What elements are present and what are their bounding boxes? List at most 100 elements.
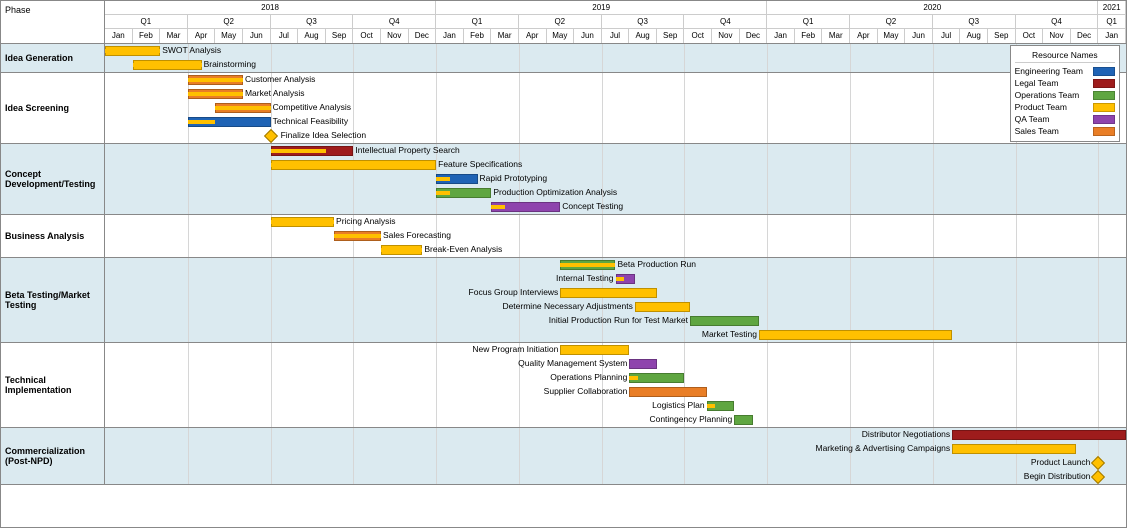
quarter-cell: Q1 [1098, 15, 1126, 28]
task-row: New Program Initiation [105, 343, 1126, 357]
legend-swatch [1093, 91, 1115, 100]
legend-item: Engineering Team [1015, 65, 1115, 77]
month-cell: Aug [629, 29, 657, 43]
month-cell: Dec [409, 29, 437, 43]
task-label: SWOT Analysis [162, 45, 221, 55]
task-row: Product Launch [105, 456, 1126, 470]
task-bar [690, 316, 759, 326]
task-row: Pricing Analysis [105, 215, 1126, 229]
task-row: Distributor Negotiations [105, 428, 1126, 442]
task-label: New Program Initiation [472, 344, 558, 354]
legend-label: Operations Team [1015, 90, 1080, 100]
legend-label: Sales Team [1015, 126, 1059, 136]
quarter-cell: Q3 [271, 15, 354, 28]
task-label: Market Analysis [245, 88, 305, 98]
task-label: Beta Production Run [618, 259, 696, 269]
task-label: Intellectual Property Search [355, 145, 459, 155]
task-row: Break-Even Analysis [105, 243, 1126, 257]
legend-label: QA Team [1015, 114, 1050, 124]
task-label: Supplier Collaboration [544, 386, 628, 396]
month-cell: Mar [160, 29, 188, 43]
month-cell: Mar [491, 29, 519, 43]
phase-label: Beta Testing/Market Testing [1, 258, 105, 342]
task-label: Operations Planning [550, 372, 627, 382]
phase-label: Idea Generation [1, 44, 105, 72]
tasks-area: Customer AnalysisMarket Analysis Competit… [105, 73, 1126, 143]
task-progress [215, 106, 270, 110]
legend-swatch [1093, 67, 1115, 76]
year-cell: 2020 [767, 1, 1098, 14]
task-label: Pricing Analysis [336, 216, 396, 226]
phase-row: Business AnalysisPricing AnalysisSales F… [1, 215, 1126, 258]
task-progress [271, 220, 334, 224]
task-row: Technical Feasibility [105, 115, 1126, 129]
month-cell: Jan [436, 29, 464, 43]
task-label: Concept Testing [562, 201, 623, 211]
legend-swatch [1093, 127, 1115, 136]
task-label: Break-Even Analysis [424, 244, 502, 254]
task-label: Contingency Planning [649, 414, 732, 424]
milestone-marker [1091, 470, 1105, 484]
task-progress [491, 205, 505, 209]
month-cell: Sep [988, 29, 1016, 43]
task-label: Brainstorming [204, 59, 256, 69]
month-cell: Feb [795, 29, 823, 43]
phase-row: Idea Generation SWOT Analysis Brainstormin… [1, 44, 1126, 73]
task-label: Production Optimization Analysis [493, 187, 617, 197]
month-cell: Jul [602, 29, 630, 43]
legend-item: Sales Team [1015, 125, 1115, 137]
phase-row: Idea ScreeningCustomer AnalysisMarket An… [1, 73, 1126, 144]
task-row: Brainstorming [105, 58, 1126, 72]
quarter-cell: Q2 [188, 15, 271, 28]
year-cell: 2018 [105, 1, 436, 14]
task-label: Initial Production Run for Test Market [549, 315, 688, 325]
task-label: Finalize Idea Selection [281, 130, 367, 140]
milestone-marker [263, 129, 277, 143]
task-bar [629, 373, 684, 383]
month-cell: Jun [243, 29, 271, 43]
task-row: Production Optimization Analysis [105, 186, 1126, 200]
quarter-cell: Q4 [353, 15, 436, 28]
task-row: Beta Production Run [105, 258, 1126, 272]
legend-item: Operations Team [1015, 89, 1115, 101]
task-progress [560, 263, 615, 267]
task-bar [952, 444, 1076, 454]
task-row: Competitive Analysis [105, 101, 1126, 115]
task-row: Supplier Collaboration [105, 385, 1126, 399]
task-row: Marketing & Advertising Campaigns [105, 442, 1126, 456]
milestone-marker [1091, 456, 1105, 470]
phase-label: Technical Implementation [1, 343, 105, 427]
phase-row: Beta Testing/Market Testing Beta Producti… [1, 258, 1126, 343]
tasks-area: New Program InitiationQuality Management… [105, 343, 1126, 427]
task-label: Focus Group Interviews [469, 287, 559, 297]
legend-label: Legal Team [1015, 78, 1059, 88]
task-progress [629, 376, 637, 380]
month-cell: Sep [657, 29, 685, 43]
task-progress [188, 78, 243, 82]
tasks-area: SWOT Analysis Brainstorming [105, 44, 1126, 72]
month-cell: May [878, 29, 906, 43]
task-row: Operations Planning [105, 371, 1126, 385]
task-progress [188, 120, 216, 124]
task-label: Market Testing [702, 329, 757, 339]
task-progress [381, 248, 422, 252]
month-cell: Oct [353, 29, 381, 43]
task-row: Finalize Idea Selection [105, 129, 1126, 143]
month-cell: Oct [1016, 29, 1044, 43]
task-bar [629, 387, 706, 397]
month-cell: Feb [464, 29, 492, 43]
month-cell: Apr [519, 29, 547, 43]
task-row: Initial Production Run for Test Market [105, 314, 1126, 328]
task-label: Technical Feasibility [273, 116, 349, 126]
month-cell: Dec [1071, 29, 1099, 43]
quarter-cell: Q3 [602, 15, 685, 28]
legend: Resource NamesEngineering TeamLegal Team… [1010, 45, 1120, 142]
task-row: Customer Analysis [105, 73, 1126, 87]
task-label: Marketing & Advertising Campaigns [816, 443, 951, 453]
legend-swatch [1093, 103, 1115, 112]
month-cell: Oct [684, 29, 712, 43]
month-cell: Jan [767, 29, 795, 43]
task-label: Logistics Plan [652, 400, 704, 410]
month-cell: Nov [712, 29, 740, 43]
task-row: Logistics Plan [105, 399, 1126, 413]
